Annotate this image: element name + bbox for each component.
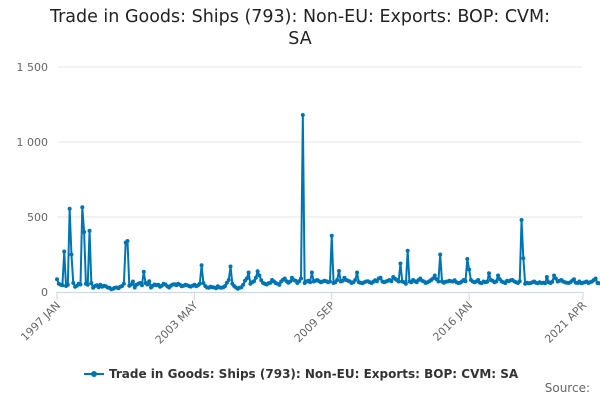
data-point[interactable] — [55, 277, 59, 282]
data-point[interactable] — [487, 271, 492, 276]
data-point[interactable] — [244, 276, 249, 281]
data-point[interactable] — [257, 273, 262, 278]
data-point[interactable] — [571, 277, 576, 282]
data-point[interactable] — [197, 281, 202, 286]
data-point[interactable] — [80, 205, 85, 210]
data-point[interactable] — [228, 264, 233, 269]
data-point[interactable] — [69, 252, 74, 257]
data-point[interactable] — [329, 233, 334, 238]
data-point[interactable] — [89, 281, 94, 285]
data-point[interactable] — [241, 282, 246, 287]
data-point[interactable] — [65, 282, 70, 287]
series-layer — [55, 113, 600, 292]
data-point[interactable] — [82, 230, 87, 234]
data-point[interactable] — [467, 267, 472, 272]
legend-label: Trade in Goods: Ships (793): Non-EU: Exp… — [109, 367, 519, 381]
legend: Trade in Goods: Ships (793): Non-EU: Exp… — [0, 364, 600, 384]
data-point[interactable] — [553, 276, 558, 281]
chart-title: Trade in Goods: Ships (793): Non-EU: Exp… — [0, 6, 600, 50]
data-point[interactable] — [550, 279, 555, 284]
y-tick-label: 1 000 — [17, 136, 49, 149]
x-tick-label: 1997 JAN — [18, 299, 63, 344]
data-point[interactable] — [246, 270, 251, 275]
chart-title-line-2: SA — [288, 29, 312, 49]
legend-swatch — [84, 369, 104, 379]
data-point[interactable] — [355, 270, 360, 275]
data-point[interactable] — [130, 279, 135, 284]
data-point[interactable] — [543, 281, 548, 286]
data-point[interactable] — [593, 276, 598, 281]
data-point[interactable] — [253, 275, 258, 280]
data-point[interactable] — [223, 284, 228, 288]
data-point[interactable] — [71, 281, 76, 285]
data-point[interactable] — [496, 273, 501, 278]
data-point[interactable] — [335, 278, 340, 282]
data-point[interactable] — [432, 273, 437, 278]
data-point[interactable] — [327, 279, 332, 284]
data-point[interactable] — [336, 269, 341, 273]
data-point[interactable] — [121, 281, 126, 286]
data-point[interactable] — [552, 273, 557, 278]
data-point[interactable] — [485, 279, 490, 284]
data-point[interactable] — [436, 279, 441, 284]
data-point[interactable] — [139, 283, 144, 288]
data-point[interactable] — [255, 269, 260, 274]
x-tick-label: 2021 APR — [542, 299, 589, 346]
y-tick-label: 0 — [41, 286, 48, 299]
grid-lines — [57, 66, 583, 218]
data-point[interactable] — [521, 256, 526, 261]
x-tick-label: 2009 SEP — [292, 299, 338, 345]
data-point[interactable] — [389, 279, 394, 284]
data-point[interactable] — [300, 113, 305, 117]
data-point[interactable] — [340, 278, 345, 283]
data-point[interactable] — [129, 282, 134, 287]
data-point[interactable] — [465, 257, 470, 261]
data-point[interactable] — [277, 282, 282, 287]
data-point[interactable] — [519, 218, 524, 222]
data-point[interactable] — [87, 228, 92, 233]
data-point[interactable] — [226, 278, 231, 282]
data-point[interactable] — [398, 261, 403, 266]
x-tick-label: 2003 MAY — [153, 299, 201, 347]
data-point[interactable] — [60, 283, 65, 288]
data-point[interactable] — [544, 275, 549, 279]
data-point[interactable] — [430, 276, 435, 281]
data-point[interactable] — [403, 281, 408, 286]
data-point[interactable] — [62, 249, 67, 254]
data-point[interactable] — [145, 282, 150, 287]
data-point[interactable] — [494, 279, 499, 284]
data-point[interactable] — [396, 279, 401, 284]
data-point[interactable] — [517, 279, 522, 284]
data-point[interactable] — [67, 206, 72, 211]
data-point[interactable] — [147, 279, 152, 284]
data-point[interactable] — [353, 278, 358, 282]
data-point[interactable] — [78, 282, 83, 287]
chart-title-line-1: Trade in Goods: Ships (793): Non-EU: Exp… — [49, 7, 551, 27]
data-point[interactable] — [252, 279, 257, 284]
data-point[interactable] — [378, 275, 383, 280]
data-point[interactable] — [141, 269, 146, 274]
y-tick-label: 500 — [27, 211, 48, 224]
data-point[interactable] — [309, 270, 314, 275]
series-line — [56, 114, 600, 291]
data-point[interactable] — [201, 281, 206, 285]
y-tick-label: 1 500 — [17, 61, 49, 74]
data-point[interactable] — [405, 248, 410, 253]
data-point[interactable] — [308, 280, 313, 285]
data-point[interactable] — [463, 279, 468, 284]
data-point[interactable] — [288, 279, 293, 284]
legend-item[interactable]: Trade in Goods: Ships (793): Non-EU: Exp… — [84, 364, 518, 384]
data-point[interactable] — [199, 263, 204, 268]
data-point[interactable] — [438, 252, 443, 257]
x-tick-label: 2016 JAN — [430, 299, 475, 344]
data-point[interactable] — [299, 276, 304, 281]
x-axis: 1997 JAN 2003 MAY 2009 SEP 2016 JAN 2021 APR — [18, 292, 589, 347]
data-point[interactable] — [85, 282, 90, 287]
source-credit[interactable]: Source: — [544, 381, 590, 395]
y-axis-labels: 0 500 1 000 1 500 — [17, 61, 49, 299]
data-point[interactable] — [125, 239, 130, 243]
